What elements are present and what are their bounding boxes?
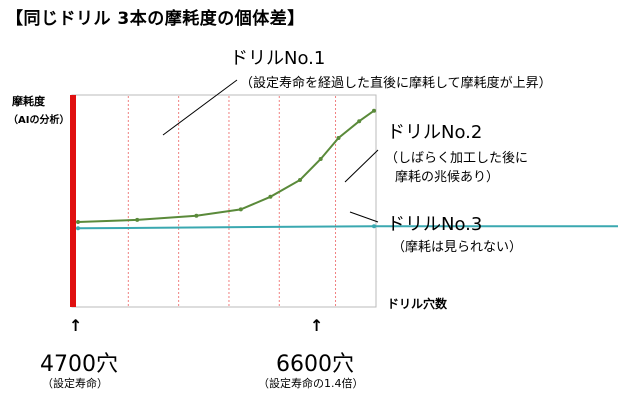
drill2-name: ドリルNo.2 xyxy=(387,122,483,143)
data-point-drill1 xyxy=(298,178,302,182)
data-point-drill1 xyxy=(336,136,341,140)
data-point-drill1 xyxy=(135,217,140,222)
data-point-drill1 xyxy=(372,108,376,113)
data-point-drill1 xyxy=(194,213,199,218)
drill1-note: （設定寿命を経過した直後に摩耗して摩耗度が上昇） xyxy=(240,76,552,91)
drill1-name: ドリルNo.1 xyxy=(230,48,326,69)
callout-line-drill2 xyxy=(344,149,379,183)
drill2-note-line2: 摩耗の兆候あり） xyxy=(395,170,500,185)
callout-line-drill1 xyxy=(162,79,238,136)
plot-frame xyxy=(71,94,377,308)
data-point-drill1 xyxy=(238,207,243,212)
series-line-drill2 xyxy=(77,225,618,230)
data-point-drill1 xyxy=(268,194,273,199)
arrow-up-icon: ↑ xyxy=(69,316,83,335)
series-layer xyxy=(76,108,618,231)
x-axis-label: ドリル穴数 xyxy=(387,297,448,311)
page-title: 【同じドリル 3本の摩耗度の個体差】 xyxy=(6,9,305,29)
marker-6600-value: 6600穴 xyxy=(276,352,354,377)
arrow-up-icon: ↑ xyxy=(310,316,324,335)
data-point-drill1 xyxy=(357,119,362,124)
drill2-note-line1: （しばらく加工した後に xyxy=(385,151,529,166)
series-line-drill1 xyxy=(77,109,375,223)
data-point-drill1 xyxy=(76,220,80,224)
callout-line-drill3 xyxy=(349,211,379,223)
y-axis-sublabel: （AIの分析） xyxy=(8,115,70,126)
y-axis-label: 摩耗度 xyxy=(12,95,45,108)
grid-lines xyxy=(127,96,337,306)
data-point-drill1 xyxy=(318,157,323,161)
marker-6600-caption: （設定寿命の1.4倍） xyxy=(258,377,364,390)
drill3-note: （摩耗は見られない） xyxy=(392,240,523,255)
data-point-drill2 xyxy=(76,226,80,231)
life-limit-line xyxy=(70,95,76,307)
data-point-drill2 xyxy=(372,224,376,229)
drill3-name: ドリルNo.3 xyxy=(387,214,483,235)
marker-4700-value: 4700穴 xyxy=(40,352,118,377)
marker-4700-caption: （設定寿命） xyxy=(42,377,108,390)
